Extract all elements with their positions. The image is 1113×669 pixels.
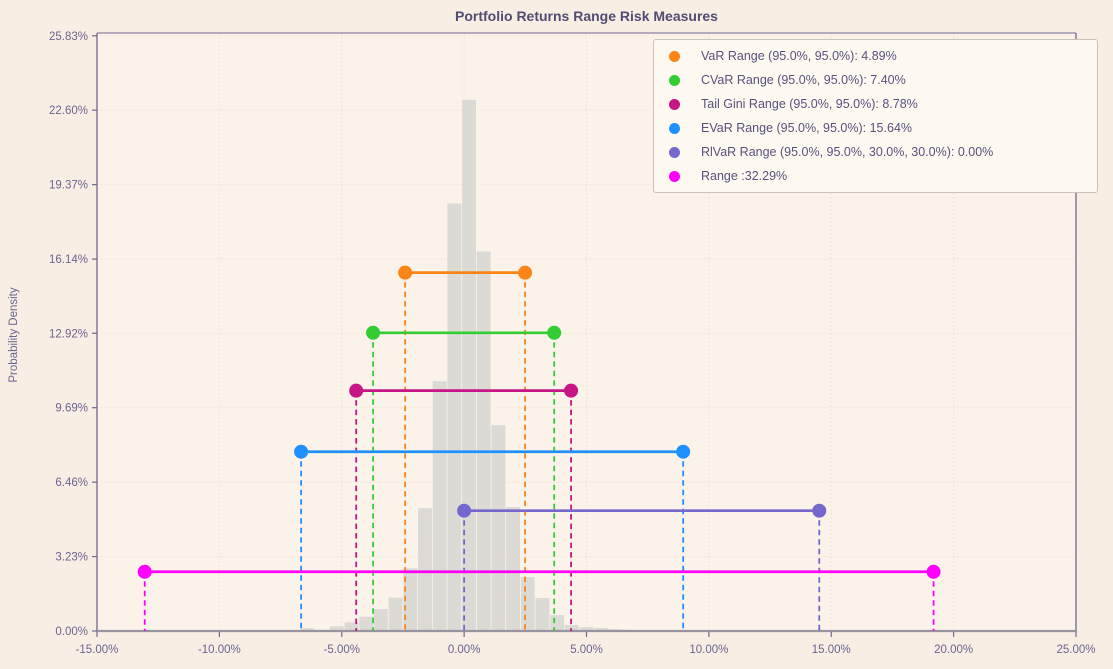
legend-item-tail-gini-range: Tail Gini Range (95.0%, 95.0%): 8.78%	[654, 92, 1097, 116]
y-tick-label: 3.23%	[55, 552, 88, 564]
chart-title: Portfolio Returns Range Risk Measures	[455, 8, 718, 24]
evar-range-low-marker	[294, 444, 309, 459]
rlvar-range-high-marker	[812, 503, 827, 518]
y-tick-label: 9.69%	[55, 403, 88, 415]
x-tick-label: -10.00%	[198, 644, 241, 656]
histogram-bar	[329, 626, 344, 631]
legend-item-label: CVaR Range (95.0%, 95.0%): 7.40%	[701, 73, 906, 87]
histogram-bar	[447, 203, 462, 631]
y-tick-label: 16.14%	[49, 254, 88, 266]
x-tick-label: 10.00%	[689, 644, 728, 656]
histogram-bar	[373, 609, 388, 631]
y-tick-label: 12.92%	[49, 328, 88, 340]
var-range-high-marker	[518, 265, 533, 280]
histogram-bar	[432, 381, 447, 631]
rlvar-range-low-marker	[457, 503, 472, 518]
histogram-bar	[491, 425, 506, 631]
histogram-bar	[564, 625, 579, 631]
histogram-bar	[594, 628, 609, 631]
cvar-range-legend-marker-icon	[669, 74, 680, 86]
range-legend-marker-icon	[669, 170, 680, 182]
y-tick-label: 6.46%	[55, 477, 88, 489]
y-tick-label: 19.37%	[49, 180, 88, 192]
histogram-bar	[388, 597, 403, 631]
legend-item-cvar-range: CVaR Range (95.0%, 95.0%): 7.40%	[654, 68, 1097, 92]
legend-item-label: Range :32.29%	[701, 169, 788, 183]
tail-gini-range-legend-marker-icon	[669, 98, 680, 110]
range-high-marker	[926, 564, 941, 579]
legend-item-range: Range :32.29%	[654, 164, 1097, 188]
histogram-bar	[344, 622, 359, 631]
legend-item-label: RlVaR Range (95.0%, 95.0%, 30.0%, 30.0%)…	[701, 145, 994, 159]
x-tick-label: -15.00%	[76, 644, 119, 656]
histogram-bar	[506, 507, 521, 631]
y-tick-label: 0.00%	[55, 626, 88, 638]
histogram-bar	[300, 628, 315, 631]
x-tick-label: 0.00%	[448, 644, 481, 656]
histogram-bar	[520, 577, 535, 631]
evar-range-high-marker	[676, 444, 691, 459]
histogram-bar	[462, 99, 476, 632]
x-tick-label: 20.00%	[934, 644, 973, 656]
cvar-range-low-marker	[366, 325, 381, 340]
histogram-bar	[579, 627, 594, 631]
y-axis-label: Probability Density	[8, 287, 20, 383]
histogram-bar	[535, 598, 550, 631]
range-low-marker	[137, 564, 152, 579]
x-tick-label: 15.00%	[812, 644, 851, 656]
x-tick-label: 25.00%	[1056, 644, 1095, 656]
cvar-range-high-marker	[547, 325, 562, 340]
legend-item-evar-range: EVaR Range (95.0%, 95.0%): 15.64%	[654, 116, 1097, 140]
tail-gini-range-low-marker	[349, 383, 364, 398]
tail-gini-range-high-marker	[564, 383, 579, 398]
y-tick-label: 22.60%	[49, 105, 88, 117]
histogram-bar	[403, 568, 418, 631]
legend-item-rlvar-range: RlVaR Range (95.0%, 95.0%, 30.0%, 30.0%)…	[654, 140, 1097, 164]
rlvar-range-legend-marker-icon	[669, 146, 680, 158]
histogram-bar	[550, 615, 565, 631]
legend-box: VaR Range (95.0%, 95.0%): 4.89% CVaR Rang…	[653, 39, 1098, 193]
legend-item-label: VaR Range (95.0%, 95.0%): 4.89%	[701, 49, 897, 63]
histogram-bar	[418, 508, 432, 631]
var-range-low-marker	[398, 265, 413, 280]
legend-item-label: EVaR Range (95.0%, 95.0%): 15.64%	[701, 121, 913, 135]
evar-range-legend-marker-icon	[669, 122, 680, 134]
x-tick-label: -5.00%	[324, 644, 360, 656]
y-tick-label: 25.83%	[49, 31, 88, 43]
histogram-bar	[476, 251, 491, 631]
histogram-bar	[359, 616, 374, 631]
legend-item-var-range: VaR Range (95.0%, 95.0%): 4.89%	[654, 44, 1097, 68]
x-tick-label: 5.00%	[570, 644, 603, 656]
var-range-legend-marker-icon	[669, 50, 680, 62]
legend-item-label: Tail Gini Range (95.0%, 95.0%): 8.78%	[701, 97, 918, 111]
